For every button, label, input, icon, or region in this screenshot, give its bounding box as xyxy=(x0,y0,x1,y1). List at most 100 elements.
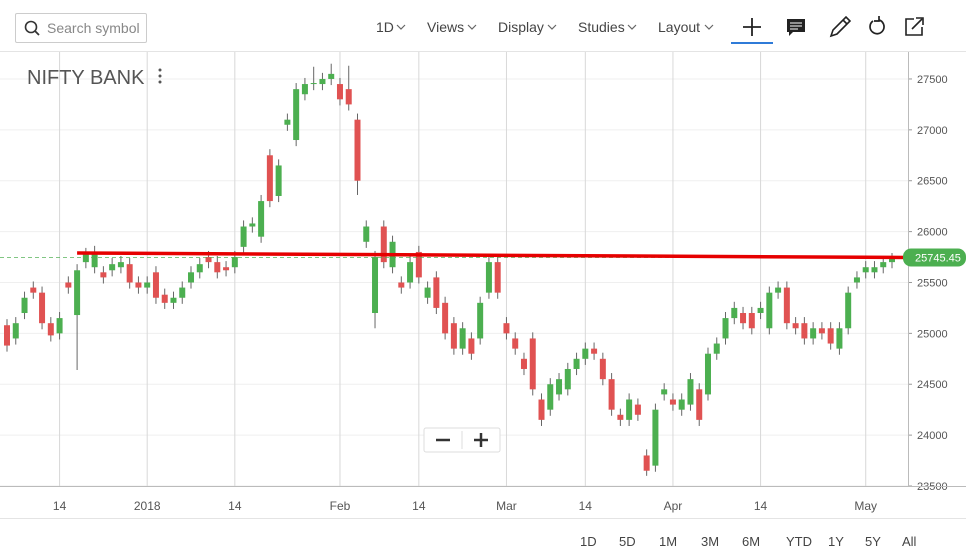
candle-body xyxy=(91,251,98,268)
candle-body xyxy=(687,379,694,405)
y-tick-label: 24000 xyxy=(917,430,948,442)
candle-body xyxy=(372,257,379,314)
candle-body xyxy=(56,318,63,334)
last-price-badge xyxy=(903,248,966,267)
zoom-control xyxy=(423,427,501,453)
candle-body xyxy=(47,323,54,336)
chart: 2350024000245002500025500260002650027000… xyxy=(0,52,966,519)
candle-body xyxy=(512,338,519,349)
candle-body xyxy=(450,323,457,349)
layout-menu[interactable]: Layout xyxy=(658,19,701,35)
candle-body xyxy=(433,277,440,308)
candle-body xyxy=(4,325,10,346)
candle-body xyxy=(477,302,484,339)
candle-body xyxy=(889,257,895,263)
candle-body xyxy=(266,155,273,202)
candle-body xyxy=(363,226,370,242)
range-button[interactable]: YTD xyxy=(786,534,812,549)
comment-tool[interactable] xyxy=(787,19,805,36)
candle-body xyxy=(117,262,124,268)
x-tick-label: 14 xyxy=(228,499,242,513)
candle-body xyxy=(398,282,405,288)
candle-body xyxy=(152,272,159,298)
x-tick-label: Feb xyxy=(330,499,351,513)
candle-body xyxy=(713,343,720,354)
range-button[interactable]: 1Y xyxy=(828,534,844,549)
candle-body xyxy=(82,253,89,263)
candle-body xyxy=(424,287,431,298)
candle-body xyxy=(766,292,773,329)
candle-body xyxy=(161,294,168,303)
candle-body xyxy=(442,302,449,334)
candle-body xyxy=(135,282,142,288)
x-tick-label: Mar xyxy=(496,499,517,513)
candle-body xyxy=(862,267,869,273)
candle-body xyxy=(310,83,317,85)
search-box[interactable]: Search symbol xyxy=(15,13,147,43)
zoom-in[interactable] xyxy=(474,433,488,447)
views-menu[interactable]: Views xyxy=(427,19,465,35)
candle-body xyxy=(582,348,589,359)
range-button[interactable]: 1M xyxy=(659,534,678,549)
candle-body xyxy=(573,358,580,369)
candle-body xyxy=(223,267,230,271)
x-tick-label: 14 xyxy=(412,499,426,513)
range-button[interactable]: 1D xyxy=(580,534,597,549)
popout-tool[interactable] xyxy=(905,17,924,36)
x-tick-label: 2018 xyxy=(134,499,161,513)
x-tick-label: 14 xyxy=(53,499,67,513)
candle-body xyxy=(792,323,799,329)
crosshair-tool[interactable] xyxy=(743,18,761,36)
studies-menu[interactable]: Studies xyxy=(578,19,625,35)
candle-body xyxy=(12,323,19,339)
candles xyxy=(0,63,913,476)
candle-body xyxy=(231,257,238,268)
candle-body xyxy=(39,292,46,324)
candle-body xyxy=(547,384,554,410)
y-tick-label: 27500 xyxy=(917,74,948,86)
candle-body xyxy=(65,282,72,288)
range-button[interactable]: 6M xyxy=(742,534,761,549)
chart-title: NIFTY BANK xyxy=(27,67,145,89)
candle-body xyxy=(100,272,107,278)
y-tick-label: 26500 xyxy=(917,176,948,188)
trendline xyxy=(77,251,913,260)
candle-body xyxy=(415,251,422,278)
candle-body xyxy=(643,455,650,471)
range-button[interactable]: All xyxy=(902,534,917,549)
candle-body xyxy=(634,404,641,415)
range-button[interactable]: 3M xyxy=(701,534,720,549)
candle-body xyxy=(564,368,571,390)
reset-tool[interactable] xyxy=(869,16,885,35)
candle-body xyxy=(275,165,282,196)
candle-body xyxy=(188,272,195,283)
candle-body xyxy=(459,328,466,349)
display-menu[interactable]: Display xyxy=(498,19,544,35)
interval-menu[interactable]: 1D xyxy=(376,19,394,35)
y-tick-label: 24500 xyxy=(917,379,948,391)
title-menu[interactable] xyxy=(158,68,162,84)
candle-body xyxy=(109,264,116,271)
candle-body xyxy=(810,328,817,339)
range-button[interactable]: 5Y xyxy=(865,534,881,549)
candle-body xyxy=(880,262,887,268)
candle-body xyxy=(293,89,300,141)
candle-body xyxy=(661,389,668,395)
candle-body xyxy=(170,297,177,303)
candle-body xyxy=(407,262,414,283)
candle-body xyxy=(740,313,747,324)
range-button[interactable]: 5D xyxy=(619,534,636,549)
candle-body xyxy=(696,389,703,420)
candle-body xyxy=(608,379,615,410)
last-price-label: 25745.45 xyxy=(915,253,961,265)
candle-body xyxy=(284,119,291,125)
candle-body xyxy=(801,323,808,339)
candle-body xyxy=(757,307,764,314)
candle-body xyxy=(205,257,212,263)
candle-body xyxy=(345,89,352,105)
draw-tool[interactable] xyxy=(829,15,852,38)
candle-body xyxy=(468,338,475,354)
candle-body xyxy=(853,277,860,283)
candle-body xyxy=(380,226,387,263)
candle-body xyxy=(599,358,606,380)
